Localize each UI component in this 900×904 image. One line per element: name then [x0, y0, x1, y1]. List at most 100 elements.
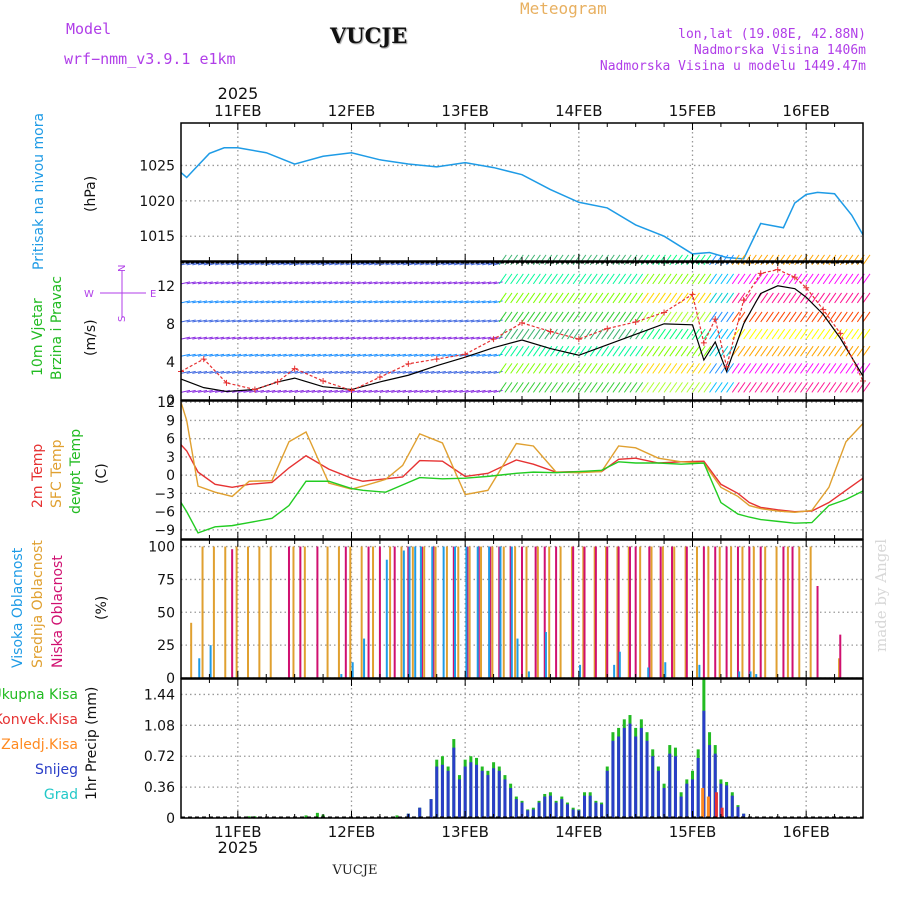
- wind-barb: [186, 281, 196, 285]
- wind-barb: [243, 353, 253, 357]
- plot-layer: 1015 1020 1025 0 4 8 12 12 9 6 3 0 −3 −6 −9 0 25 50 75 100 0…: [139, 102, 871, 841]
- cloud-low-bar: [489, 546, 492, 678]
- precip-total-bar: [315, 812, 319, 818]
- wind-barb: [640, 328, 649, 340]
- wind-barb: [550, 382, 558, 393]
- pressure-line: [180, 147, 864, 260]
- wind-barb: [237, 370, 247, 374]
- wind-barb: [180, 300, 191, 304]
- wind-barb: [777, 273, 786, 285]
- wind-barb: [601, 363, 609, 374]
- temp-tick-label: 6: [166, 432, 175, 448]
- cloud-high-bar: [618, 651, 621, 678]
- wind-barb: [663, 254, 672, 266]
- wind-barb: [743, 273, 752, 285]
- precip-total-bar: [304, 815, 308, 818]
- wind-barb: [720, 273, 729, 285]
- cloud-high-bar: [402, 550, 405, 678]
- day-label-top: 11FEB: [214, 102, 261, 120]
- wind-barb: [589, 345, 598, 357]
- wind-barb: [572, 363, 581, 374]
- wind-barb: [567, 273, 575, 285]
- cloud-high-bar: [454, 546, 456, 678]
- wind-barb: [663, 273, 672, 285]
- wind-barb: [357, 262, 367, 266]
- wind-barb: [260, 353, 270, 357]
- wind-barb: [374, 370, 384, 374]
- wind-gust-marker: [700, 339, 707, 346]
- wind-barb: [311, 281, 321, 285]
- wind-barb: [550, 273, 558, 285]
- wind-barb: [663, 363, 672, 374]
- cloud-mid-bar: [247, 546, 249, 678]
- wind-barb: [482, 319, 492, 323]
- wind-barb: [487, 389, 498, 393]
- cloud-low-bar: [685, 546, 688, 678]
- cloud-mid-bar: [326, 546, 329, 678]
- wind-barb: [351, 300, 361, 304]
- wind-barb: [828, 311, 837, 323]
- wind-barb: [845, 273, 854, 285]
- wind-barb: [521, 363, 530, 374]
- cloud-mid-bar: [491, 546, 494, 678]
- precip-snow-bar: [668, 753, 672, 818]
- wind-barb: [220, 336, 230, 340]
- wind-gust-marker: [604, 325, 611, 332]
- wind-barb: [629, 382, 638, 393]
- cloud-high-bar: [465, 546, 468, 678]
- temp-label-sfc: SFC Temp: [49, 439, 65, 508]
- wind-barb: [465, 300, 475, 304]
- cloud-high-bar: [414, 546, 417, 678]
- wind-barb: [680, 273, 689, 285]
- cloud-low-bar: [407, 546, 410, 678]
- wind-barb: [669, 273, 678, 285]
- wind-barb: [493, 281, 503, 285]
- wind-barb: [237, 262, 247, 266]
- wind-barb: [532, 273, 541, 285]
- wind-barb: [822, 254, 831, 266]
- wind-barb: [459, 281, 469, 285]
- cloud-low-bar: [287, 546, 290, 678]
- wind-barb: [720, 328, 729, 340]
- wind-barb: [459, 336, 469, 340]
- wind-barb: [714, 382, 723, 393]
- wind-barb: [357, 281, 367, 285]
- wind-barb: [396, 389, 407, 393]
- cloud-mid-bar: [201, 546, 204, 678]
- wind-barb: [357, 370, 367, 374]
- wind-barb: [794, 382, 803, 393]
- pressure-tick-label: 1020: [139, 194, 175, 210]
- wind-barb: [703, 292, 712, 304]
- pressure-frame: [180, 122, 864, 262]
- wind-barb: [544, 311, 553, 323]
- wind-barb: [606, 292, 615, 304]
- wind-barb: [465, 336, 475, 340]
- wind-barb: [703, 254, 712, 266]
- wind-barb: [771, 292, 780, 304]
- wind-barb: [726, 292, 735, 304]
- wind-barb: [572, 292, 581, 304]
- wind-barb: [817, 273, 825, 285]
- wind-barb: [572, 273, 581, 285]
- wind-barb: [618, 363, 627, 374]
- cloud-high-bar: [749, 671, 752, 678]
- precip-snow-bar: [634, 736, 638, 818]
- wind-barb: [538, 292, 547, 304]
- wind-barb: [368, 319, 378, 323]
- wind-gust-marker: [740, 297, 747, 304]
- wind-barb: [777, 328, 786, 340]
- wind-barb: [493, 300, 503, 304]
- wind-barb: [448, 389, 458, 393]
- compass-icon: N S W E: [84, 265, 156, 322]
- wind-barb: [317, 300, 327, 304]
- wind-barb: [413, 300, 424, 304]
- wind-barb: [482, 300, 492, 304]
- wind-gust-marker: [689, 291, 696, 298]
- wind-barb: [612, 292, 621, 304]
- wind-barb: [470, 336, 480, 340]
- wind-barb: [345, 319, 355, 323]
- wind-barb: [851, 345, 860, 357]
- wind-barb: [232, 281, 242, 285]
- wind-barb: [692, 311, 700, 323]
- wind-barb: [567, 292, 575, 304]
